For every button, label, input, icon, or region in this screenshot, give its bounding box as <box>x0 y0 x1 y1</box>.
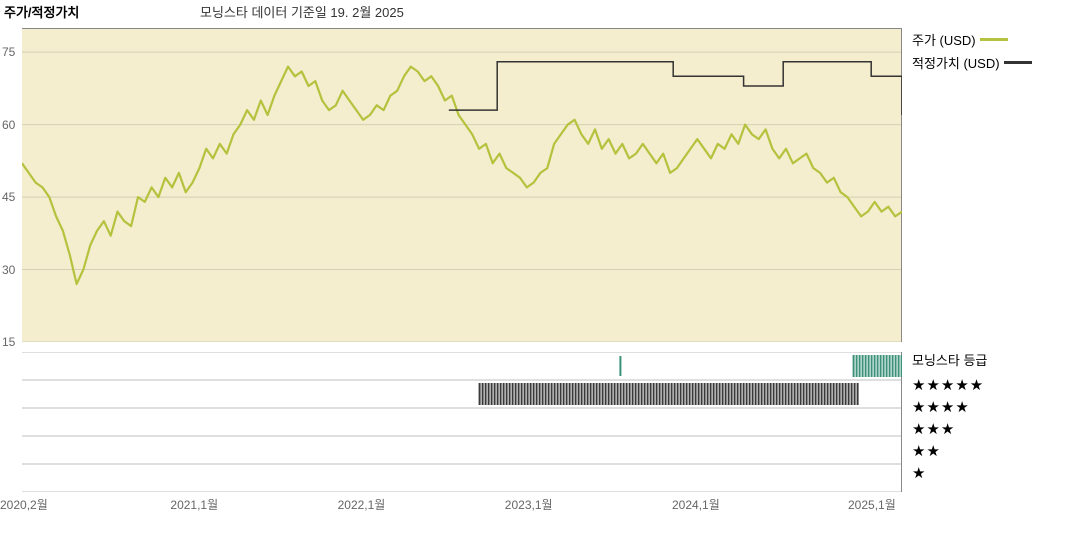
rating-legend: 모닝스타 등급 ★★★★★★★★★★★★★★★ <box>912 350 1080 485</box>
y-axis-label: 45 <box>2 190 15 204</box>
rating-stars-row: ★★★★★ <box>912 375 1080 397</box>
x-axis: 2020,2월2021,1월2022,1월2023,1월2024,1월2025,… <box>22 496 902 516</box>
x-axis-label: 2024,1월 <box>672 496 720 513</box>
y-axis-label: 60 <box>2 118 15 132</box>
x-axis-label: 2025,1월 <box>848 496 896 513</box>
rating-chart <box>22 352 902 492</box>
rating-legend-title: 모닝스타 등급 <box>912 350 1080 369</box>
rating-stars-row: ★★ <box>912 441 1080 463</box>
x-axis-label: 2021,1월 <box>170 496 218 513</box>
x-axis-label: 2022,1월 <box>338 496 386 513</box>
x-axis-label: 2020,2월 <box>0 496 48 513</box>
legend-price-label: 주가 (USD) <box>912 30 976 49</box>
rating-stars-row: ★★★ <box>912 419 1080 441</box>
legend-fair: 적정가치 (USD) <box>912 53 1080 72</box>
y-axis-label: 75 <box>2 45 15 59</box>
page-title: 주가/적정가치 <box>4 2 79 21</box>
rating-stars-row: ★ <box>912 463 1080 485</box>
legend-price-swatch <box>980 38 1008 41</box>
legend-fair-label: 적정가치 (USD) <box>912 53 1000 72</box>
data-as-of: 모닝스타 데이터 기준일 19. 2월 2025 <box>200 2 404 21</box>
y-axis-label: 15 <box>2 335 15 349</box>
chart-legend: 주가 (USD) 적정가치 (USD) <box>912 30 1080 76</box>
price-chart <box>22 28 902 342</box>
x-axis-label: 2023,1월 <box>505 496 553 513</box>
rating-stars-row: ★★★★ <box>912 397 1080 419</box>
legend-fair-swatch <box>1004 61 1032 64</box>
legend-price: 주가 (USD) <box>912 30 1080 49</box>
y-axis-label: 30 <box>2 263 15 277</box>
